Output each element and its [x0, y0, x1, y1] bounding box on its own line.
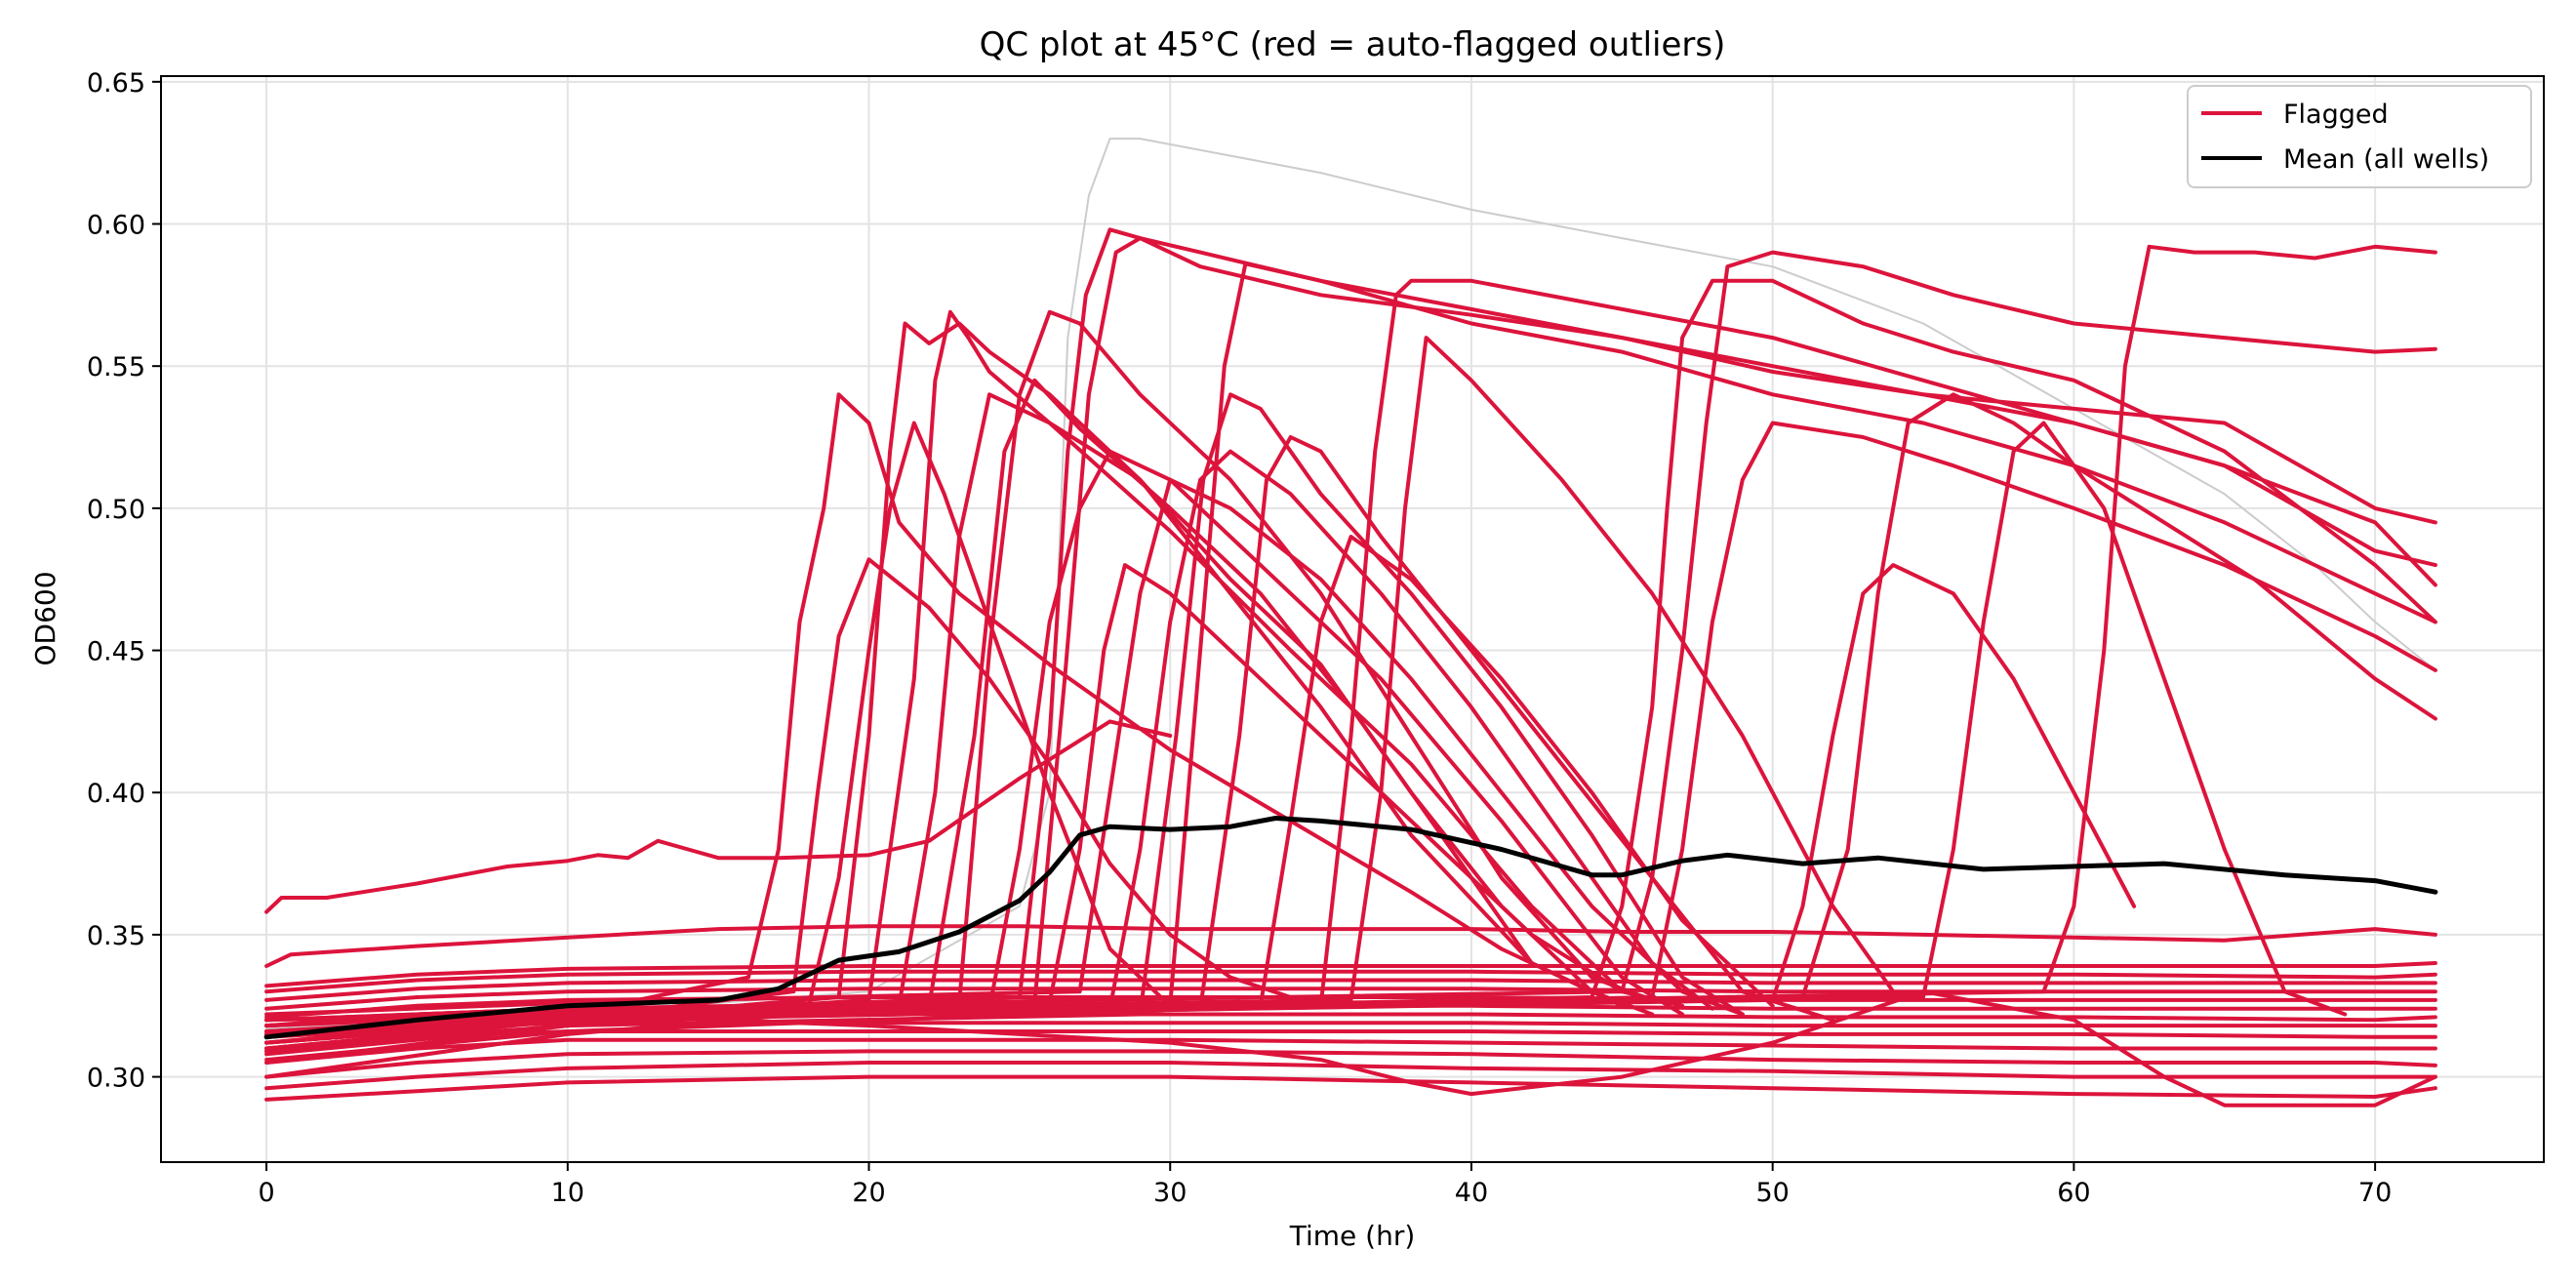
flagged-well-line: [264, 1021, 2437, 1045]
flagged-well-line: [264, 336, 1896, 1028]
y-tick-label: 0.60: [87, 211, 145, 241]
x-tick-label: 0: [258, 1178, 274, 1208]
chart-title: QC plot at 45°C (red = auto-flagged outl…: [980, 25, 1726, 64]
flagged-well-line: [264, 477, 1745, 1017]
x-tick-label: 10: [551, 1178, 584, 1208]
flagged-well-line: [264, 989, 2437, 1107]
y-axis-label: OD600: [29, 571, 61, 665]
flagged-well-line: [264, 961, 2437, 988]
flagged-well-line: [264, 978, 2437, 1002]
legend-label-mean: Mean (all wells): [2283, 144, 2489, 175]
x-tick-label: 70: [2358, 1178, 2392, 1208]
legend-label-flagged: Flagged: [2283, 100, 2389, 130]
grid: [161, 76, 2544, 1162]
flagged-well-line: [264, 557, 1293, 1051]
plot-frame: [160, 75, 2545, 1163]
flagged-well-line: [264, 1074, 2437, 1102]
flagged-well-line: [264, 244, 2437, 1033]
flagged-well-line: [264, 1049, 2437, 1079]
series-layer: [263, 138, 2438, 1107]
x-tick-label: 50: [1755, 1178, 1789, 1208]
y-tick-label: 0.35: [87, 921, 145, 951]
x-tick-label: 40: [1455, 1178, 1488, 1208]
flagged-well-line: [264, 1012, 2437, 1036]
flagged-well-line: [264, 969, 2437, 994]
flagged-well-line: [264, 309, 1625, 1036]
flagged-well-line: [264, 262, 2437, 1045]
flagged-well-line: [264, 309, 1655, 1028]
flagged-well-line: [264, 986, 2437, 1011]
y-axis: 0.30 0.35 0.40 0.45 0.50 0.55 0.60 0.65: [87, 68, 161, 1094]
mean-line: [263, 816, 2438, 1040]
y-tick-label: 0.65: [87, 68, 145, 99]
flagged-well-line: [264, 995, 2437, 1020]
x-tick-label: 30: [1153, 1178, 1187, 1208]
y-tick-label: 0.40: [87, 779, 145, 809]
y-tick-label: 0.45: [87, 637, 145, 667]
legend: Flagged Mean (all wells): [2187, 85, 2532, 188]
flagged-well-line: [264, 924, 2437, 968]
flagged-well-line: [264, 392, 1594, 1039]
flagged-well-line: [264, 1061, 2437, 1091]
flagged-well-line: [264, 321, 1594, 1054]
flagged-well-line: [264, 278, 2437, 1051]
y-tick-label: 0.55: [87, 352, 145, 382]
x-tick-label: 60: [2057, 1178, 2090, 1208]
flagged-well-line: [264, 1037, 2437, 1065]
y-tick-label: 0.50: [87, 495, 145, 525]
flagged-well-line: [264, 1029, 2437, 1054]
x-tick-label: 20: [852, 1178, 885, 1208]
x-axis-label: Time (hr): [1289, 1220, 1416, 1252]
x-axis: 0 10 20 30 40 50 60 70: [258, 1162, 2392, 1208]
legend-box: [2187, 85, 2532, 188]
y-tick-label: 0.30: [87, 1064, 145, 1094]
unflagged-well-line: [265, 138, 2436, 1030]
